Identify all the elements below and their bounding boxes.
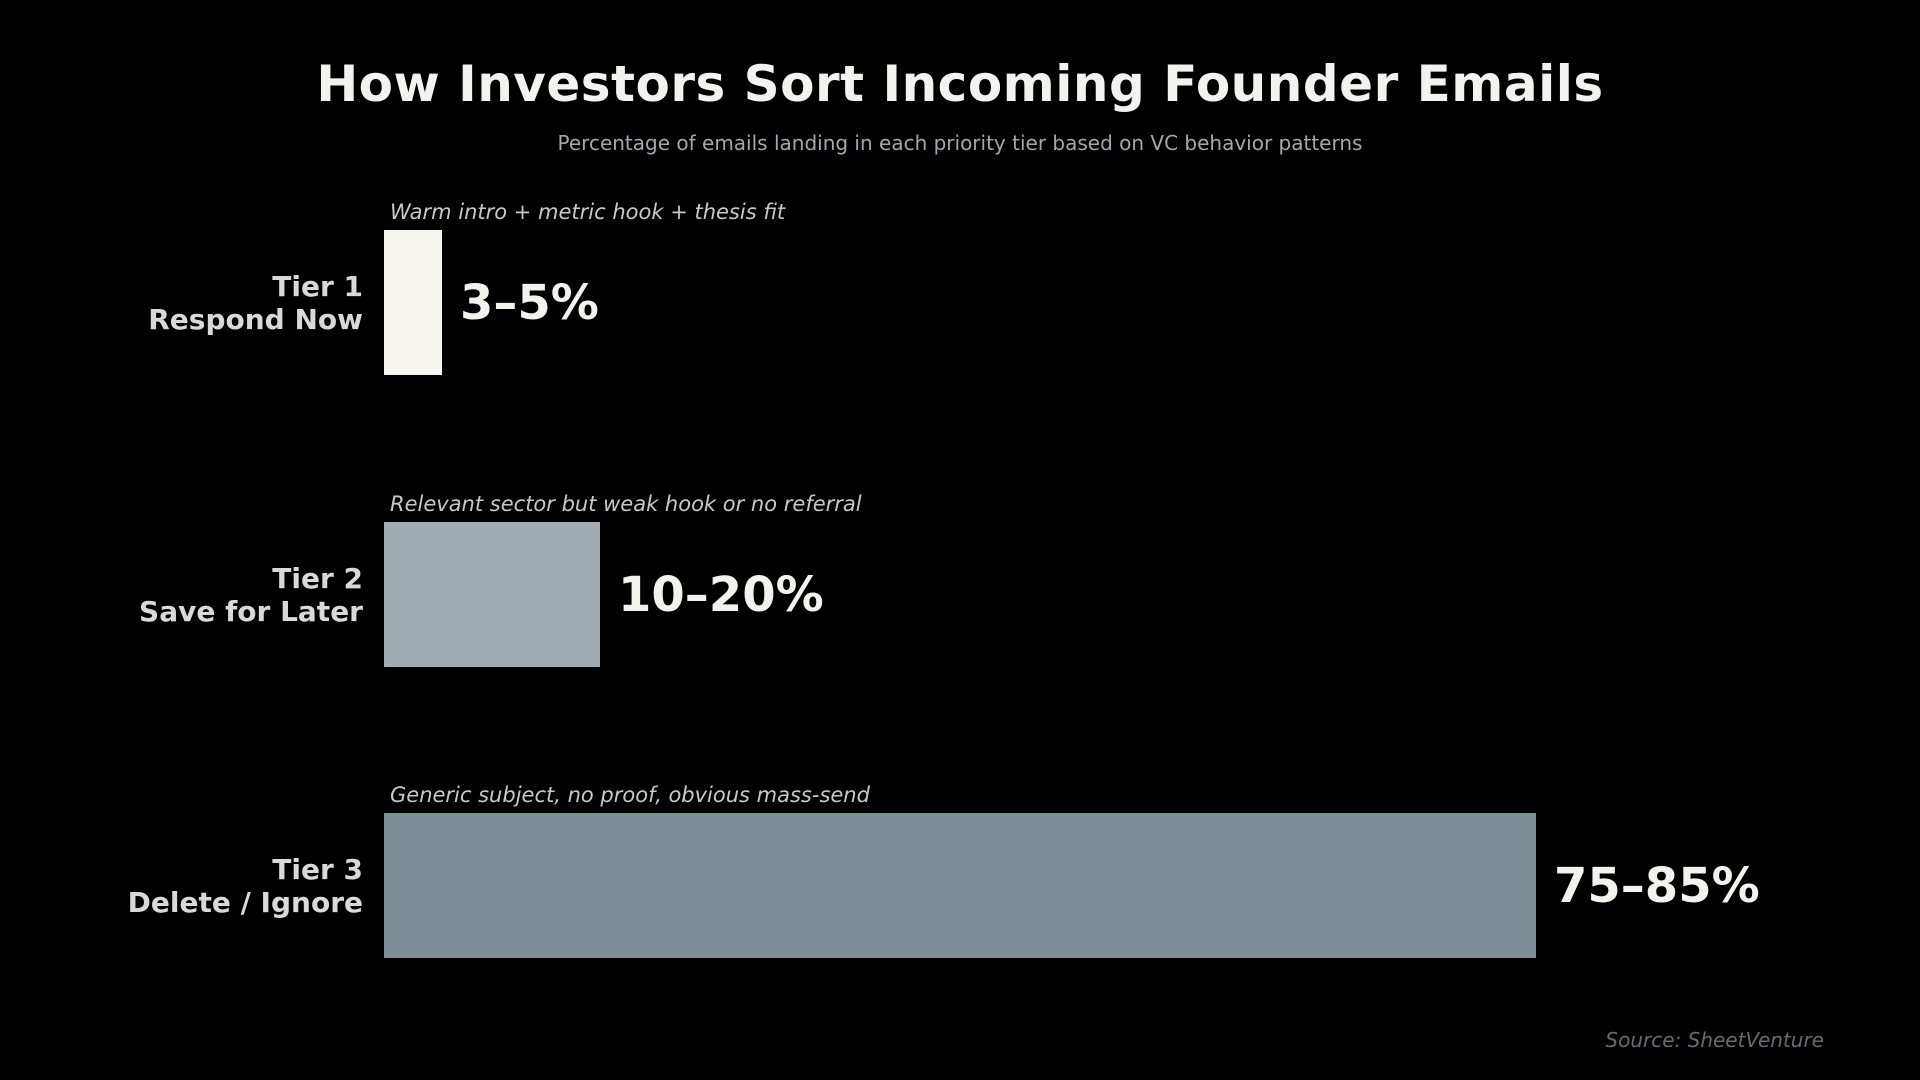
tier2-value: 10–20%	[618, 566, 824, 623]
tier2-bar	[384, 522, 600, 667]
tier1-name: Tier 1	[272, 269, 363, 303]
tier1-label: Tier 1 Respond Now	[148, 269, 363, 335]
tier2-name: Tier 2	[272, 561, 363, 595]
chart-title: How Investors Sort Incoming Founder Emai…	[316, 55, 1604, 113]
tier3-action: Delete / Ignore	[127, 885, 363, 919]
tier3-label: Tier 3 Delete / Ignore	[128, 852, 363, 918]
tier1-annotation: Warm intro + metric hook + thesis fit	[390, 200, 786, 224]
tier1-action: Respond Now	[148, 302, 363, 336]
tier2-label: Tier 2 Save for Later	[139, 561, 363, 627]
tier2-action: Save for Later	[139, 594, 363, 628]
tier3-value: 75–85%	[1554, 857, 1760, 914]
tier1-value: 3–5%	[460, 274, 599, 331]
tier3-annotation: Generic subject, no proof, obvious mass-…	[390, 783, 870, 807]
bar-row-tier1: Tier 1 Respond Now Warm intro + metric h…	[148, 200, 785, 375]
tier3-name: Tier 3	[272, 852, 363, 886]
tier2-annotation: Relevant sector but weak hook or no refe…	[390, 492, 862, 516]
tier1-bar	[384, 230, 442, 375]
tier3-bar	[384, 813, 1536, 958]
chart-subtitle: Percentage of emails landing in each pri…	[557, 131, 1363, 155]
bar-row-tier2: Tier 2 Save for Later Relevant sector bu…	[139, 492, 862, 667]
bar-row-tier3: Tier 3 Delete / Ignore Generic subject, …	[128, 783, 1760, 958]
source-credit: Source: SheetVenture	[1605, 1028, 1824, 1052]
